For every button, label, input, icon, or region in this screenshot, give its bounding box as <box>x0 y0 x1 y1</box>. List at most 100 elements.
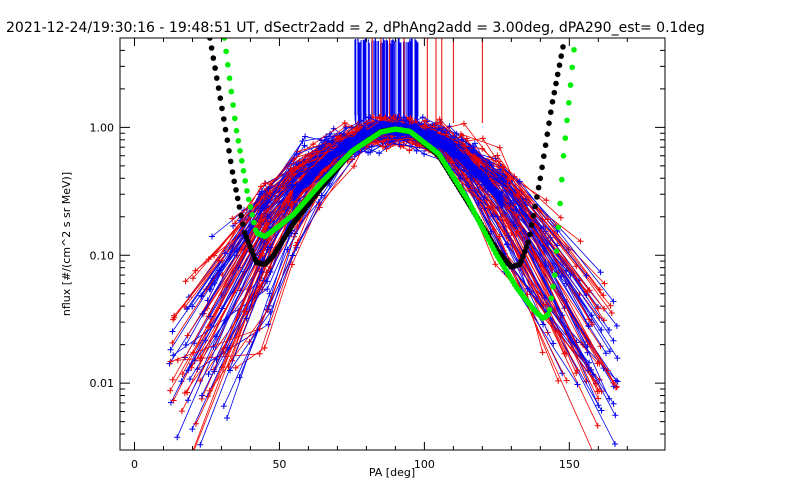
trace-line <box>182 122 617 388</box>
fit-black-dot <box>535 184 542 191</box>
trace-marker <box>540 224 547 231</box>
trace-marker <box>169 376 176 383</box>
plot-frame <box>119 37 666 451</box>
trace-marker <box>335 135 342 142</box>
fit-black-dot <box>233 187 239 193</box>
fit-green-dot <box>566 100 572 106</box>
trace-marker <box>610 337 617 344</box>
x-axis-label: PA [deg] <box>369 466 415 479</box>
fit-black-dot <box>210 55 217 61</box>
trace-line <box>181 117 608 412</box>
trace-marker <box>463 147 470 154</box>
fit-black-dot <box>222 126 229 133</box>
fit-green-dot <box>249 212 255 218</box>
trace-marker <box>184 332 191 339</box>
trace-marker <box>232 220 238 227</box>
y-axis: 0.01 0.10 1.00 <box>90 37 665 451</box>
trace-marker <box>178 378 185 385</box>
trace-marker <box>205 371 212 378</box>
trace-marker <box>585 323 592 330</box>
fit-black-dot <box>224 137 231 143</box>
trace-marker <box>261 344 268 351</box>
trace-marker <box>496 144 503 151</box>
fit-green-dot <box>232 115 238 122</box>
trace-marker <box>421 151 428 157</box>
y-axis-label: nflux [#/(cm^2 s sr MeV)] <box>60 172 73 316</box>
trace-marker <box>448 159 455 166</box>
fit-green-dot <box>226 75 233 81</box>
trace-marker <box>186 376 193 383</box>
trace-marker <box>188 454 194 460</box>
trace-marker <box>513 207 520 214</box>
fit-black-dot <box>549 99 556 105</box>
trace-marker <box>220 345 227 352</box>
fit-black-dot <box>226 148 232 154</box>
fit-black-dot <box>539 164 545 171</box>
trace-marker <box>224 415 230 421</box>
trace-marker <box>443 131 450 138</box>
fit-black-dot <box>245 238 251 245</box>
trace-marker <box>207 286 214 293</box>
fit-black-dot <box>248 247 255 254</box>
core-band-line <box>293 121 504 201</box>
trace-marker <box>260 193 267 200</box>
fit-black-dot <box>238 212 244 219</box>
trace-marker <box>190 275 196 282</box>
trace-marker <box>202 337 209 344</box>
fit-black-dot <box>219 105 225 112</box>
fit-black-dot <box>217 95 224 101</box>
trace-marker <box>520 228 527 235</box>
trace-marker <box>189 426 196 433</box>
trace-marker <box>421 122 428 129</box>
trace-marker <box>197 377 204 384</box>
trace-line <box>239 137 590 378</box>
trace-marker <box>199 310 206 317</box>
trace-marker <box>437 119 444 126</box>
trace-marker <box>258 212 265 219</box>
trace-marker <box>573 370 580 377</box>
trace-marker <box>563 377 570 384</box>
trace-marker <box>265 321 272 328</box>
fit-green-dot <box>564 117 570 124</box>
fit-black-dot <box>241 229 248 236</box>
fit-green-dot <box>251 219 257 226</box>
trace-marker <box>289 252 296 259</box>
chart-title: 2021-12-24/19:30:16 - 19:48:51 UT, dSect… <box>6 20 705 36</box>
fit-black-dot <box>553 80 559 87</box>
trace-marker <box>263 225 270 232</box>
fit-green-dot <box>223 48 229 55</box>
fit-black-dot <box>234 195 241 202</box>
trace-marker <box>192 267 199 274</box>
fit-green-dot <box>239 158 245 164</box>
trace-marker <box>588 312 595 319</box>
fit-green-dot <box>562 135 569 141</box>
trace-marker <box>295 169 302 176</box>
trace-marker <box>205 256 212 263</box>
fit-black-dot <box>560 44 566 50</box>
trace-marker <box>455 141 462 148</box>
trace-marker <box>504 241 511 247</box>
fit-green-dot <box>237 148 243 154</box>
trace-marker <box>555 377 562 384</box>
fit-green-dot <box>567 82 574 88</box>
fit-black-dot <box>546 120 552 126</box>
fit-black-dot <box>544 131 551 137</box>
trace-marker <box>540 321 547 328</box>
fit-green-dot <box>235 138 242 144</box>
trace-marker <box>479 145 486 152</box>
fit-green-dot <box>245 196 252 203</box>
fit-black-dot <box>554 71 561 78</box>
trace-marker <box>557 214 564 221</box>
trace-marker <box>351 163 357 170</box>
trace-marker <box>608 310 615 316</box>
fit-black-dot <box>548 109 554 115</box>
trace-marker <box>376 150 383 157</box>
trace-marker <box>505 204 512 211</box>
trace-marker <box>167 358 174 365</box>
fit-green-dot <box>571 47 577 53</box>
fit-green-dot <box>240 168 247 174</box>
trace-marker <box>601 305 607 312</box>
trace-marker <box>182 278 189 285</box>
trace-marker <box>197 441 204 448</box>
trace-marker <box>236 374 243 381</box>
